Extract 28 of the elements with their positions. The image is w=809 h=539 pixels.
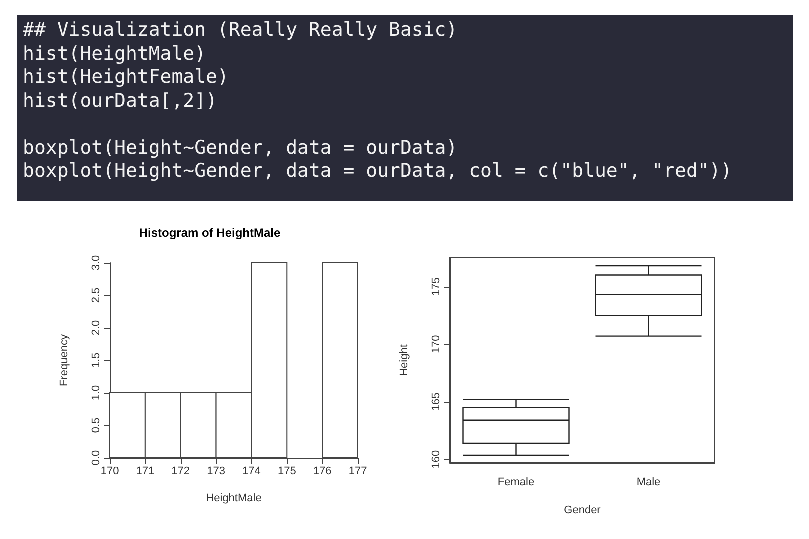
x-tick-label: 175 [278,466,296,478]
y-tick-label: 160 [430,450,442,469]
y-axis-title: Height [398,344,410,376]
y-tick-label: 170 [430,335,442,354]
x-tick-label: 177 [348,466,368,478]
x-tick-label: 176 [313,466,332,478]
y-tick-label: 175 [430,278,442,296]
x-tick-label: 171 [136,466,155,478]
y-tick-label: 3.0 [90,255,102,271]
x-tick-label: 170 [100,466,120,478]
text: boxplot(Height~Gender, data = ourData) boxplot(Height~Gender, data = ourData, col = c("blue", "red")) [23,136,734,184]
x-tick-label: 174 [242,466,261,478]
chart-title: Histogram of HeightMale [139,226,281,240]
y-axis-title: Frequency [58,334,70,386]
y-tick-label: 1.5 [90,352,102,368]
text: ## Visualization (Really Really Basic) hist(HeightMale) hist(HeightFemale) hist(ourData[,2]) [23,19,459,113]
y-tick-label: 2.0 [90,320,102,336]
x-tick-label: 172 [172,466,190,478]
y-tick-label: 2.5 [90,288,102,304]
x-tick-label: Male [636,476,661,488]
y-tick-label: 1.0 [90,385,102,401]
x-tick-label: Female [498,476,535,488]
x-axis-title: HeightMale [206,492,262,504]
y-tick-label: 0.5 [90,418,102,434]
x-tick-label: 173 [207,466,226,478]
y-tick-label: 165 [430,392,442,412]
y-tick-label: 0.0 [90,450,102,466]
x-axis-title: Gender [564,504,602,516]
